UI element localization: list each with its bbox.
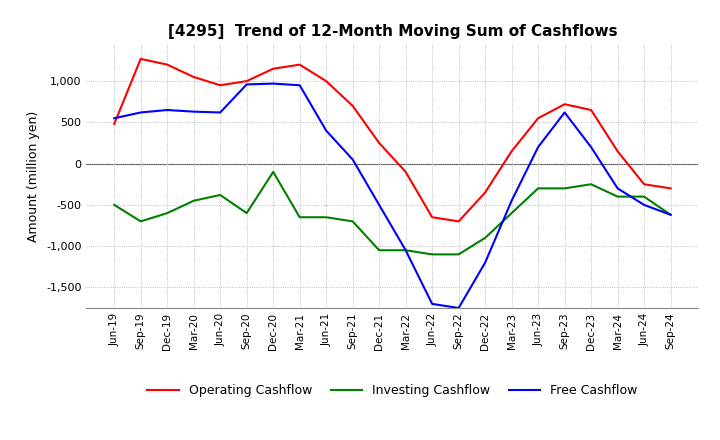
Operating Cashflow bbox=[666, 186, 675, 191]
Investing Cashflow bbox=[163, 210, 171, 216]
Free Cashflow bbox=[640, 202, 649, 208]
Investing Cashflow bbox=[269, 169, 277, 175]
Investing Cashflow bbox=[587, 182, 595, 187]
Operating Cashflow bbox=[508, 149, 516, 154]
Legend: Operating Cashflow, Investing Cashflow, Free Cashflow: Operating Cashflow, Investing Cashflow, … bbox=[143, 379, 642, 402]
Investing Cashflow bbox=[136, 219, 145, 224]
Operating Cashflow bbox=[243, 78, 251, 84]
Operating Cashflow bbox=[534, 116, 542, 121]
Investing Cashflow bbox=[508, 210, 516, 216]
Free Cashflow bbox=[560, 110, 569, 115]
Free Cashflow bbox=[534, 144, 542, 150]
Investing Cashflow bbox=[454, 252, 463, 257]
Free Cashflow bbox=[454, 305, 463, 311]
Operating Cashflow bbox=[587, 107, 595, 113]
Investing Cashflow bbox=[666, 212, 675, 217]
Investing Cashflow bbox=[481, 235, 490, 241]
Operating Cashflow bbox=[216, 83, 225, 88]
Free Cashflow bbox=[269, 81, 277, 86]
Investing Cashflow bbox=[110, 202, 119, 208]
Operating Cashflow bbox=[136, 56, 145, 62]
Operating Cashflow bbox=[560, 102, 569, 107]
Operating Cashflow bbox=[110, 121, 119, 127]
Free Cashflow bbox=[481, 260, 490, 265]
Operating Cashflow bbox=[375, 140, 384, 146]
Line: Free Cashflow: Free Cashflow bbox=[114, 84, 670, 308]
Free Cashflow bbox=[613, 186, 622, 191]
Operating Cashflow bbox=[163, 62, 171, 67]
Investing Cashflow bbox=[348, 219, 357, 224]
Free Cashflow bbox=[508, 198, 516, 203]
Investing Cashflow bbox=[613, 194, 622, 199]
Investing Cashflow bbox=[428, 252, 436, 257]
Free Cashflow bbox=[189, 109, 198, 114]
Free Cashflow bbox=[348, 157, 357, 162]
Investing Cashflow bbox=[560, 186, 569, 191]
Operating Cashflow bbox=[428, 215, 436, 220]
Investing Cashflow bbox=[189, 198, 198, 203]
Operating Cashflow bbox=[295, 62, 304, 67]
Investing Cashflow bbox=[243, 210, 251, 216]
Y-axis label: Amount (million yen): Amount (million yen) bbox=[27, 110, 40, 242]
Investing Cashflow bbox=[640, 194, 649, 199]
Operating Cashflow bbox=[322, 78, 330, 84]
Free Cashflow bbox=[216, 110, 225, 115]
Line: Investing Cashflow: Investing Cashflow bbox=[114, 172, 670, 254]
Operating Cashflow bbox=[613, 149, 622, 154]
Operating Cashflow bbox=[348, 103, 357, 109]
Operating Cashflow bbox=[401, 169, 410, 175]
Investing Cashflow bbox=[216, 192, 225, 198]
Free Cashflow bbox=[110, 116, 119, 121]
Free Cashflow bbox=[295, 83, 304, 88]
Free Cashflow bbox=[428, 301, 436, 307]
Free Cashflow bbox=[243, 82, 251, 87]
Free Cashflow bbox=[136, 110, 145, 115]
Operating Cashflow bbox=[269, 66, 277, 71]
Free Cashflow bbox=[375, 202, 384, 208]
Investing Cashflow bbox=[322, 215, 330, 220]
Free Cashflow bbox=[587, 144, 595, 150]
Investing Cashflow bbox=[534, 186, 542, 191]
Investing Cashflow bbox=[401, 248, 410, 253]
Free Cashflow bbox=[163, 107, 171, 113]
Line: Operating Cashflow: Operating Cashflow bbox=[114, 59, 670, 221]
Title: [4295]  Trend of 12-Month Moving Sum of Cashflows: [4295] Trend of 12-Month Moving Sum of C… bbox=[168, 24, 617, 39]
Operating Cashflow bbox=[454, 219, 463, 224]
Investing Cashflow bbox=[375, 248, 384, 253]
Free Cashflow bbox=[401, 248, 410, 253]
Free Cashflow bbox=[322, 128, 330, 133]
Operating Cashflow bbox=[481, 190, 490, 195]
Operating Cashflow bbox=[640, 182, 649, 187]
Free Cashflow bbox=[666, 212, 675, 217]
Operating Cashflow bbox=[189, 74, 198, 80]
Investing Cashflow bbox=[295, 215, 304, 220]
